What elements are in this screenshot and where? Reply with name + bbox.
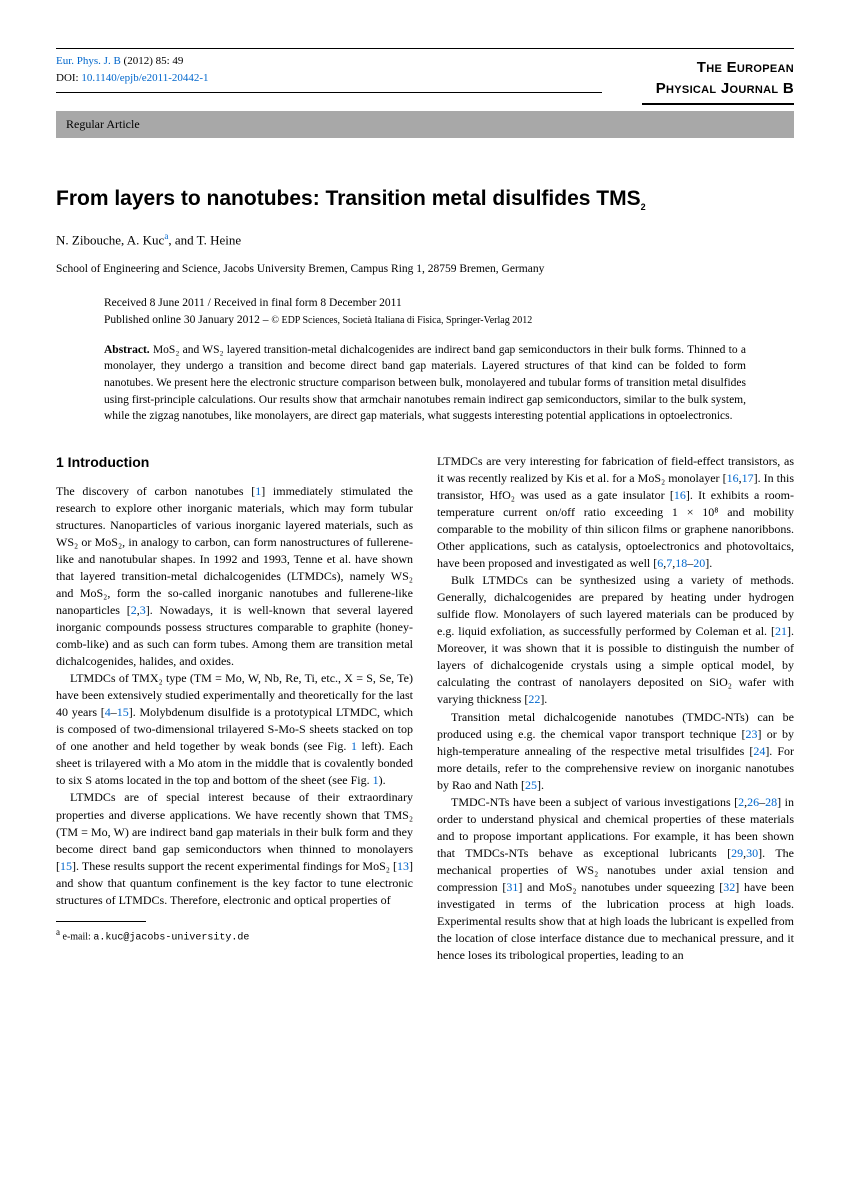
para-3: LTMDCs are of special interest because o… <box>56 789 413 908</box>
ref-25[interactable]: 25 <box>525 778 537 792</box>
ref-15b[interactable]: 15 <box>60 859 72 873</box>
footnote-email[interactable]: a.kuc@jacobs-university.de <box>93 932 249 943</box>
footnote-rule <box>56 921 146 922</box>
section-1-heading: 1 Introduction <box>56 453 413 473</box>
ref-32[interactable]: 32 <box>723 880 735 894</box>
ref-6[interactable]: 6 <box>657 556 663 570</box>
authors-line: N. Zibouche, A. Kuca, and T. Heine <box>56 230 794 250</box>
journal-name-box: The European Physical Journal B <box>642 53 794 105</box>
ref-16b[interactable]: 16 <box>674 488 686 502</box>
ref-28[interactable]: 28 <box>765 795 777 809</box>
ref-2b[interactable]: 2 <box>738 795 744 809</box>
para-r3: Transition metal dichalcogenide nanotube… <box>437 709 794 794</box>
ref-20[interactable]: 20 <box>693 556 705 570</box>
para-r2: Bulk LTMDCs can be synthesized using a v… <box>437 572 794 708</box>
author-1: N. Zibouche, <box>56 232 124 247</box>
abstract-text: MoS₂ and WS₂ layered transition-metal di… <box>104 344 746 423</box>
left-column: 1 Introduction The discovery of carbon n… <box>56 453 413 964</box>
ref-21[interactable]: 21 <box>775 624 787 638</box>
dates-block: Received 8 June 2011 / Received in final… <box>104 295 746 330</box>
ref-26[interactable]: 26 <box>747 795 759 809</box>
article-title: From layers to nanotubes: Transition met… <box>56 184 794 214</box>
ref-22[interactable]: 22 <box>528 692 540 706</box>
journal-ref-link[interactable]: Eur. Phys. J. B <box>56 55 121 67</box>
doi-label: DOI: <box>56 72 79 84</box>
footnote-label: e-mail: <box>63 931 91 942</box>
ref-13[interactable]: 13 <box>397 859 409 873</box>
journal-name-1: The European <box>656 57 794 78</box>
page-header: Eur. Phys. J. B (2012) 85: 49 DOI: 10.11… <box>56 48 794 105</box>
ref-15[interactable]: 15 <box>117 705 129 719</box>
ref-16[interactable]: 16 <box>727 471 739 485</box>
copyright-text: © EDP Sciences, Società Italiana di Fisi… <box>271 315 532 326</box>
para-r4: TMDC-NTs have been a subject of various … <box>437 794 794 964</box>
title-text: From layers to nanotubes: Transition met… <box>56 187 641 210</box>
right-column: LTMDCs are very interesting for fabricat… <box>437 453 794 964</box>
ref-4[interactable]: 4 <box>105 705 111 719</box>
received-line: Received 8 June 2011 / Received in final… <box>104 295 746 312</box>
title-sub: 2 <box>641 202 646 212</box>
ref-18[interactable]: 18 <box>675 556 687 570</box>
doi-link[interactable]: 10.1140/epjb/e2011-20442-1 <box>81 72 208 84</box>
journal-name-2: Physical Journal B <box>656 78 794 99</box>
ref-24[interactable]: 24 <box>753 744 765 758</box>
published-text: Published online 30 January 2012 – <box>104 314 271 326</box>
ref-2[interactable]: 2 <box>131 603 137 617</box>
article-type-bar: Regular Article <box>56 111 794 138</box>
ref-29[interactable]: 29 <box>731 846 743 860</box>
published-line: Published online 30 January 2012 – © EDP… <box>104 312 746 329</box>
author-2: A. Kuc <box>127 232 165 247</box>
author-3: , and T. Heine <box>168 232 241 247</box>
abstract-label: Abstract. <box>104 344 150 356</box>
ref-17[interactable]: 17 <box>742 471 754 485</box>
header-left: Eur. Phys. J. B (2012) 85: 49 DOI: 10.11… <box>56 53 602 93</box>
ref-31[interactable]: 31 <box>506 880 518 894</box>
footnote-sup: a <box>56 927 60 937</box>
affiliation: School of Engineering and Science, Jacob… <box>56 261 794 277</box>
para-1: The discovery of carbon nanotubes [1] im… <box>56 483 413 670</box>
para-r1: LTMDCs are very interesting for fabricat… <box>437 453 794 572</box>
para-2: LTMDCs of TMX₂ type (TM = Mo, W, Nb, Re,… <box>56 670 413 789</box>
ref-7[interactable]: 7 <box>666 556 672 570</box>
year-vol: (2012) 85: 49 <box>124 55 184 67</box>
abstract: Abstract. MoS₂ and WS₂ layered transitio… <box>104 342 746 425</box>
body-columns: 1 Introduction The discovery of carbon n… <box>56 453 794 964</box>
ref-30[interactable]: 30 <box>746 846 758 860</box>
ref-23[interactable]: 23 <box>746 727 758 741</box>
footnote: a e-mail: a.kuc@jacobs-university.de <box>56 926 413 946</box>
